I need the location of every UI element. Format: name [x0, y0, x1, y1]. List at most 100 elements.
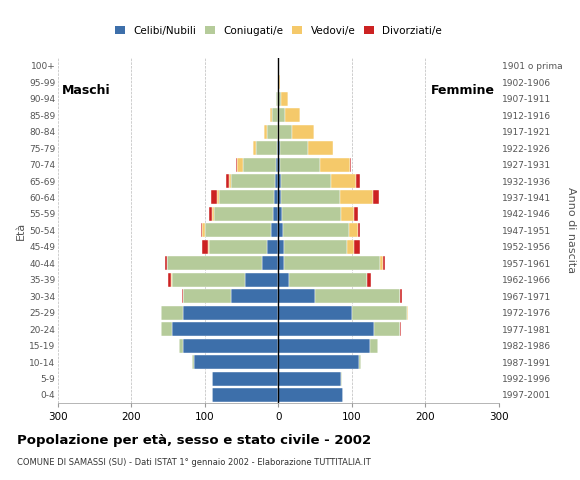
Bar	[278, 388, 343, 402]
Bar	[367, 273, 371, 287]
Bar	[354, 240, 360, 254]
Bar	[209, 207, 212, 221]
Bar	[289, 273, 367, 287]
Bar	[274, 191, 278, 204]
Bar	[267, 125, 278, 139]
Bar	[354, 207, 358, 221]
Bar	[279, 125, 292, 139]
Text: Maschi: Maschi	[61, 84, 110, 97]
Bar	[356, 174, 360, 188]
Bar	[165, 256, 166, 270]
Bar	[183, 306, 278, 320]
Bar	[231, 289, 278, 303]
Bar	[183, 338, 278, 353]
Bar	[171, 273, 172, 287]
Bar	[349, 223, 358, 238]
Bar	[278, 125, 279, 139]
Bar	[183, 289, 231, 303]
Bar	[278, 157, 280, 171]
Bar	[358, 223, 360, 238]
Bar	[278, 191, 281, 204]
Bar	[276, 157, 278, 171]
Bar	[229, 174, 231, 188]
Bar	[278, 75, 280, 89]
Bar	[347, 240, 354, 254]
Bar	[208, 240, 209, 254]
Bar	[202, 223, 205, 238]
Bar	[278, 372, 341, 385]
Bar	[370, 338, 378, 353]
Bar	[278, 240, 284, 254]
Bar	[374, 322, 400, 336]
Bar	[256, 141, 277, 155]
Text: Femmine: Femmine	[431, 84, 495, 97]
Bar	[281, 174, 331, 188]
Bar	[172, 273, 245, 287]
Bar	[281, 191, 340, 204]
Bar	[282, 207, 341, 221]
Bar	[276, 92, 278, 106]
Bar	[278, 338, 370, 353]
Bar	[278, 256, 284, 270]
Bar	[320, 157, 350, 171]
Bar	[284, 256, 380, 270]
Bar	[278, 273, 289, 287]
Bar	[352, 306, 407, 320]
Bar	[280, 141, 308, 155]
Y-axis label: Anno di nascita: Anno di nascita	[566, 187, 576, 274]
Bar	[278, 92, 281, 106]
Bar	[217, 191, 219, 204]
Bar	[237, 157, 243, 171]
Bar	[214, 207, 273, 221]
Bar	[278, 174, 281, 188]
Bar	[211, 191, 217, 204]
Bar	[400, 322, 401, 336]
Bar	[202, 240, 208, 254]
Bar	[407, 306, 408, 320]
Bar	[271, 223, 278, 238]
Bar	[278, 322, 374, 336]
Bar	[380, 256, 383, 270]
Bar	[161, 306, 183, 320]
Bar	[168, 273, 171, 287]
Bar	[267, 240, 278, 254]
Bar	[278, 223, 283, 238]
Bar	[243, 157, 276, 171]
Bar	[284, 240, 347, 254]
Bar	[172, 322, 278, 336]
Bar	[209, 240, 267, 254]
Bar	[315, 289, 400, 303]
Bar	[262, 256, 278, 270]
Bar	[373, 191, 379, 204]
Bar	[283, 223, 349, 238]
Bar	[219, 191, 274, 204]
Bar	[285, 108, 300, 122]
Bar	[341, 372, 342, 385]
Legend: Celibi/Nubili, Coniugati/e, Vedovi/e, Divorziati/e: Celibi/Nubili, Coniugati/e, Vedovi/e, Di…	[111, 21, 446, 40]
Bar	[278, 141, 280, 155]
Bar	[277, 141, 278, 155]
Bar	[179, 338, 183, 353]
Bar	[182, 289, 183, 303]
Text: COMUNE DI SAMASSI (SU) - Dati ISTAT 1° gennaio 2002 - Elaborazione TUTTITALIA.IT: COMUNE DI SAMASSI (SU) - Dati ISTAT 1° g…	[17, 458, 371, 468]
Bar	[245, 273, 278, 287]
Bar	[253, 141, 256, 155]
Bar	[278, 289, 315, 303]
Bar	[308, 141, 334, 155]
Y-axis label: Età: Età	[16, 221, 26, 240]
Bar	[273, 207, 278, 221]
Bar	[205, 223, 271, 238]
Bar	[270, 108, 272, 122]
Bar	[276, 174, 278, 188]
Bar	[280, 157, 320, 171]
Bar	[341, 207, 354, 221]
Bar	[340, 191, 373, 204]
Bar	[278, 306, 352, 320]
Bar	[201, 223, 202, 238]
Bar	[226, 174, 229, 188]
Bar	[400, 289, 402, 303]
Bar	[272, 108, 278, 122]
Bar	[166, 256, 262, 270]
Bar	[350, 157, 351, 171]
Bar	[193, 355, 194, 369]
